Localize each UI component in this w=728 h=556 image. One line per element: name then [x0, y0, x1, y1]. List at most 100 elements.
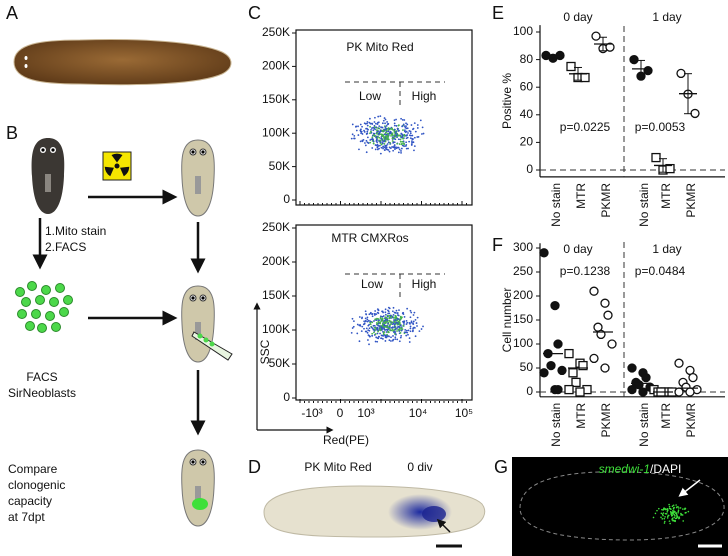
y-tick-label: 100K — [262, 322, 290, 336]
event-dot — [405, 130, 408, 133]
event-dot — [417, 136, 420, 138]
event-dot — [405, 122, 407, 125]
y-tick-label: 80 — [520, 52, 534, 66]
cell-dot — [662, 514, 664, 517]
event-dot — [367, 324, 370, 327]
event-dot — [392, 313, 395, 316]
event-dot — [387, 141, 390, 144]
event-dot — [398, 143, 401, 145]
cell-dot — [667, 514, 670, 517]
event-dot — [378, 147, 380, 150]
event-dot — [409, 330, 412, 333]
event-dot — [377, 309, 380, 312]
event-dot — [380, 143, 383, 146]
event-dot — [396, 136, 398, 139]
event-dot — [374, 116, 376, 119]
event-dot — [400, 117, 402, 120]
event-dot — [369, 122, 372, 125]
point — [568, 368, 578, 378]
event-dot — [394, 148, 396, 151]
event-dot — [405, 319, 408, 322]
point — [591, 31, 601, 41]
event-dot — [357, 134, 360, 136]
event-dot — [361, 317, 363, 320]
event-dot — [416, 316, 419, 319]
event-dot — [382, 315, 385, 317]
event-dot — [382, 332, 385, 334]
event-dot — [371, 334, 374, 337]
point — [564, 384, 574, 395]
event-dot — [373, 312, 376, 315]
event-dot — [367, 339, 369, 341]
event-dot — [408, 134, 411, 137]
event-dot — [414, 318, 417, 321]
event-dot — [376, 123, 379, 126]
event-dot — [367, 329, 370, 332]
event-dot — [396, 338, 399, 341]
y-axis-label: Cell number — [500, 288, 514, 353]
event-dot — [396, 327, 398, 330]
event-dot — [374, 310, 377, 312]
event-dot — [351, 317, 354, 320]
event-dot — [379, 315, 382, 318]
panel-label: B — [6, 123, 18, 143]
event-dot — [361, 139, 364, 142]
event-dot — [380, 146, 383, 149]
event-dot — [379, 129, 382, 132]
event-dot — [406, 134, 409, 136]
event-dot — [388, 339, 391, 342]
event-dot — [394, 146, 397, 149]
cell-dot — [665, 512, 668, 515]
event-dot — [366, 130, 369, 133]
event-dot — [400, 132, 403, 135]
event-dot — [390, 316, 392, 319]
event-dot — [361, 125, 363, 128]
event-dot — [391, 310, 394, 313]
event-dot — [412, 314, 415, 316]
cell-dot — [661, 508, 663, 511]
event-dot — [398, 340, 401, 343]
event-dot — [371, 313, 374, 315]
event-dot — [392, 142, 395, 144]
event-dot — [383, 326, 386, 329]
event-dot — [359, 140, 362, 143]
cell-dot — [682, 520, 685, 522]
cell-dot — [674, 517, 677, 520]
annotation: p=0.0053 — [635, 120, 686, 134]
event-dot — [385, 328, 388, 331]
event-dot — [371, 315, 374, 318]
x-tick-label: MTR — [659, 402, 673, 428]
point — [676, 68, 686, 79]
event-dot — [375, 313, 378, 316]
event-dot — [388, 307, 391, 310]
event-dot — [376, 121, 379, 124]
event-dot — [389, 314, 392, 317]
event-dot — [384, 336, 387, 339]
event-dot — [372, 140, 375, 143]
point — [553, 339, 563, 349]
cell-dot — [664, 520, 666, 523]
y-tick-label: 40 — [520, 107, 534, 121]
assay-label: at 7dpt — [8, 510, 45, 524]
gate-label: High — [412, 89, 437, 103]
panel-label: G — [494, 457, 508, 477]
event-dot — [388, 314, 391, 317]
x-tick-label: No stain — [637, 183, 651, 227]
cells — [15, 281, 73, 333]
event-dot — [391, 132, 394, 135]
point — [603, 310, 613, 320]
y-tick-label: 200 — [513, 288, 533, 302]
cell-dot — [666, 517, 669, 519]
y-tick-label: 100K — [262, 125, 290, 139]
event-dot — [398, 309, 400, 312]
event-dot — [410, 311, 413, 314]
event-dot — [403, 323, 405, 325]
event-dot — [391, 323, 394, 326]
event-dot — [400, 327, 403, 329]
event-dot — [377, 145, 380, 147]
cell-dot — [675, 504, 677, 506]
cell-dot — [671, 517, 674, 520]
event-dot — [383, 143, 386, 145]
event-dot — [395, 321, 398, 324]
